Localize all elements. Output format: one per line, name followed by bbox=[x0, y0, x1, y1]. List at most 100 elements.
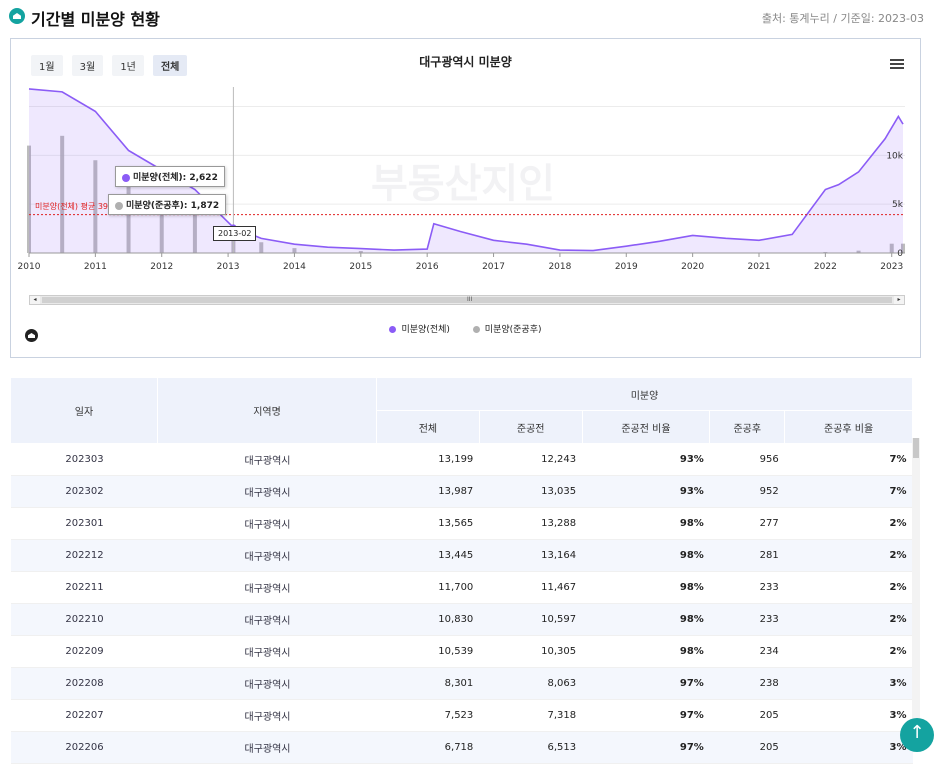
y-tick-label: 5k bbox=[892, 200, 904, 210]
cell-after: 952 bbox=[710, 476, 785, 508]
cell-after: 277 bbox=[710, 508, 785, 540]
tooltip-after: 미분양(준공후): 1,872 bbox=[108, 194, 226, 215]
cell-before: 10,305 bbox=[479, 636, 582, 668]
table-scrollbar[interactable] bbox=[912, 438, 920, 738]
y-tick-label: 0 bbox=[897, 249, 903, 259]
cell-before-ratio: 97% bbox=[582, 700, 710, 732]
cell-before-ratio: 98% bbox=[582, 508, 710, 540]
scroll-top-button[interactable]: ↑ bbox=[900, 718, 934, 752]
x-tick-label: 2010 bbox=[18, 262, 41, 272]
cell-date: 202209 bbox=[11, 636, 158, 668]
x-tick-label: 2017 bbox=[482, 262, 505, 272]
cell-total: 10,830 bbox=[377, 604, 480, 636]
cell-date: 202210 bbox=[11, 604, 158, 636]
cell-after: 234 bbox=[710, 636, 785, 668]
cell-after: 281 bbox=[710, 540, 785, 572]
header-group: 미분양 bbox=[377, 378, 913, 411]
cell-after: 238 bbox=[710, 668, 785, 700]
cell-after: 205 bbox=[710, 700, 785, 732]
header-region[interactable]: 지역명 bbox=[158, 378, 377, 444]
source-text: 출처: 통계누리 / 기준일: 2023-03 bbox=[762, 10, 924, 26]
header-total[interactable]: 전체 bbox=[377, 411, 480, 444]
x-tick-label: 2015 bbox=[349, 262, 372, 272]
tooltip-date: 2013-02 bbox=[213, 226, 256, 241]
cell-total: 13,987 bbox=[377, 476, 480, 508]
header-date[interactable]: 일자 bbox=[11, 378, 158, 444]
cell-after-ratio: 3% bbox=[785, 668, 913, 700]
x-tick-label: 2021 bbox=[748, 262, 771, 272]
scroll-left-icon[interactable]: ◂ bbox=[30, 296, 40, 304]
legend-item-after[interactable]: 미분양(준공후) bbox=[473, 322, 542, 335]
header-before[interactable]: 준공전 bbox=[479, 411, 582, 444]
cell-before: 10,597 bbox=[479, 604, 582, 636]
cell-before-ratio: 93% bbox=[582, 444, 710, 476]
cell-total: 13,445 bbox=[377, 540, 480, 572]
cell-total: 11,700 bbox=[377, 572, 480, 604]
cell-region: 대구광역시 bbox=[158, 540, 377, 572]
cell-after: 233 bbox=[710, 572, 785, 604]
cell-region: 대구광역시 bbox=[158, 444, 377, 476]
cell-region: 대구광역시 bbox=[158, 604, 377, 636]
legend-total-label: 미분양(전체) bbox=[401, 325, 449, 335]
legend-after-label: 미분양(준공후) bbox=[485, 325, 542, 335]
x-tick-label: 2013 bbox=[217, 262, 240, 272]
cell-date: 202207 bbox=[11, 700, 158, 732]
tooltip-total-dot-icon bbox=[122, 174, 130, 182]
cell-region: 대구광역시 bbox=[158, 508, 377, 540]
y-tick-label: 10k bbox=[886, 151, 903, 161]
cell-before-ratio: 97% bbox=[582, 668, 710, 700]
table-scroll-thumb[interactable] bbox=[913, 438, 919, 458]
x-tick-label: 2020 bbox=[681, 262, 704, 272]
chart-scrollbar[interactable]: ◂ III ▸ bbox=[29, 295, 905, 305]
cell-date: 202302 bbox=[11, 476, 158, 508]
cell-after-ratio: 2% bbox=[785, 540, 913, 572]
cell-before: 12,243 bbox=[479, 444, 582, 476]
cell-after-ratio: 7% bbox=[785, 444, 913, 476]
tooltip-after-text: 미분양(준공후): 1,872 bbox=[126, 201, 219, 211]
scroll-right-icon[interactable]: ▸ bbox=[894, 296, 904, 304]
cell-date: 202208 bbox=[11, 668, 158, 700]
cell-before-ratio: 98% bbox=[582, 572, 710, 604]
cell-after-ratio: 2% bbox=[785, 508, 913, 540]
x-tick-label: 2011 bbox=[84, 262, 107, 272]
chart-logo-icon bbox=[25, 329, 38, 342]
header-after[interactable]: 준공후 bbox=[710, 411, 785, 444]
data-table: 일자 지역명 미분양 전체 준공전 준공전 비율 준공후 준공후 비율 2023… bbox=[10, 377, 913, 764]
tooltip-total: 미분양(전체): 2,622 bbox=[115, 166, 225, 187]
cell-date: 202303 bbox=[11, 444, 158, 476]
cell-before: 8,063 bbox=[479, 668, 582, 700]
x-tick-label: 2022 bbox=[814, 262, 837, 272]
cell-before-ratio: 98% bbox=[582, 604, 710, 636]
header-after-ratio[interactable]: 준공후 비율 bbox=[785, 411, 913, 444]
x-tick-label: 2016 bbox=[416, 262, 439, 272]
header-before-ratio[interactable]: 준공전 비율 bbox=[582, 411, 710, 444]
x-tick-label: 2023 bbox=[880, 262, 903, 272]
x-tick-label: 2019 bbox=[615, 262, 638, 272]
cell-total: 10,539 bbox=[377, 636, 480, 668]
scroll-grip: III bbox=[467, 296, 472, 304]
cell-after-ratio: 3% bbox=[785, 700, 913, 732]
cell-before-ratio: 98% bbox=[582, 540, 710, 572]
cell-total: 13,565 bbox=[377, 508, 480, 540]
x-tick-label: 2014 bbox=[283, 262, 306, 272]
cell-date: 202211 bbox=[11, 572, 158, 604]
cell-before: 13,164 bbox=[479, 540, 582, 572]
cell-after-ratio: 2% bbox=[785, 636, 913, 668]
cell-after-ratio: 7% bbox=[785, 476, 913, 508]
legend-item-total[interactable]: 미분양(전체) bbox=[389, 322, 449, 335]
cell-total: 7,523 bbox=[377, 700, 480, 732]
cell-region: 대구광역시 bbox=[158, 636, 377, 668]
cell-before: 13,035 bbox=[479, 476, 582, 508]
cell-after-ratio: 2% bbox=[785, 604, 913, 636]
watermark: 부동산지인 bbox=[371, 161, 555, 207]
